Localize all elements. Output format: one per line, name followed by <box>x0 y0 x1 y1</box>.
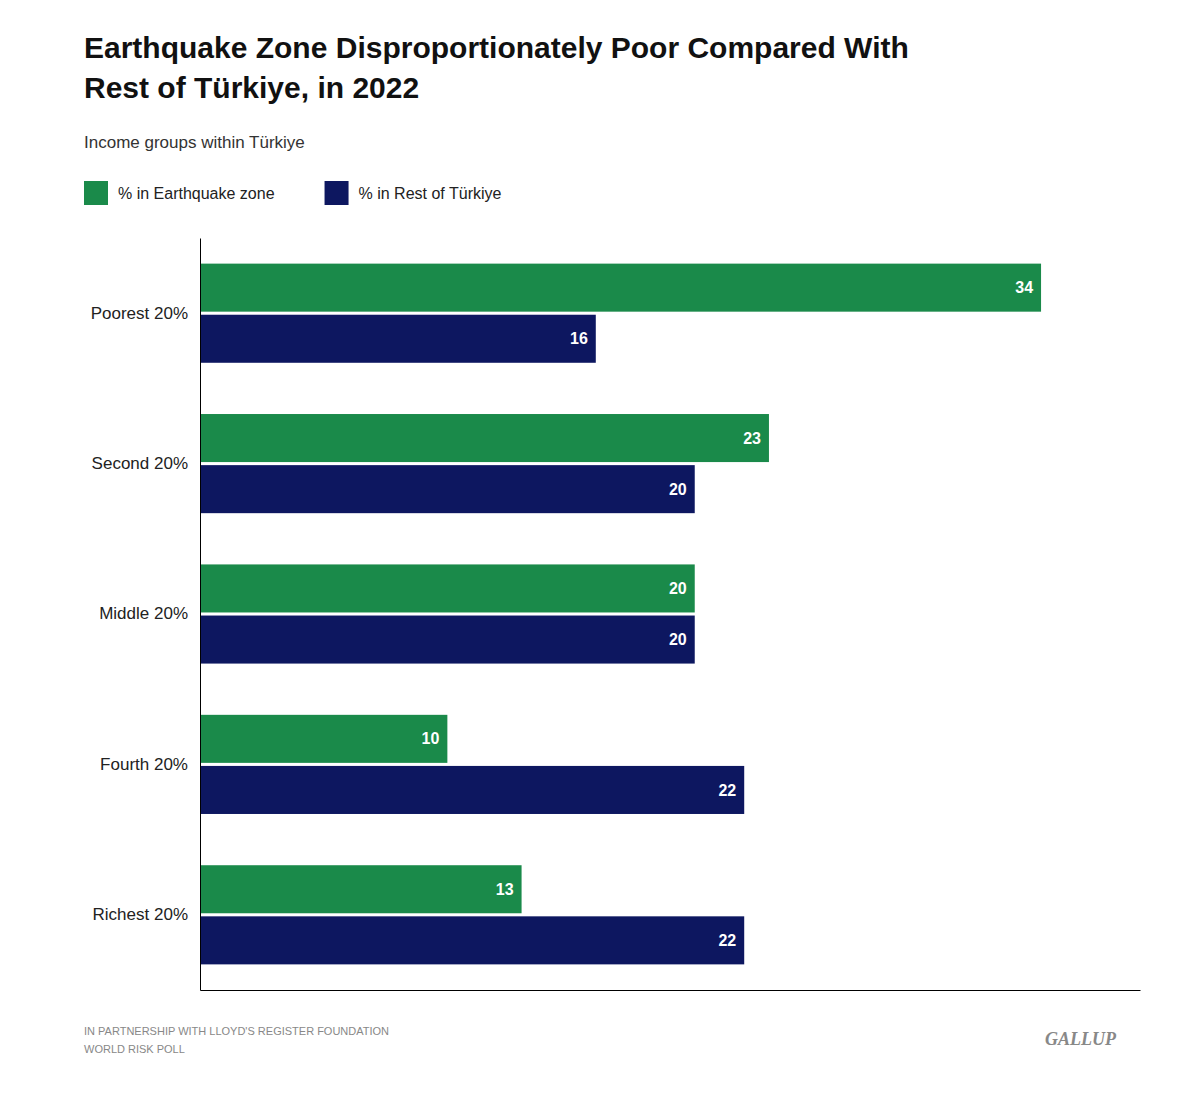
bar <box>200 916 744 964</box>
data-label: 22 <box>718 932 736 949</box>
bar <box>200 766 744 814</box>
legend-item: % in Earthquake zone <box>84 181 275 205</box>
legend-swatch <box>84 181 108 205</box>
data-label: 20 <box>669 481 687 498</box>
data-label: 20 <box>669 580 687 597</box>
y-tick: Richest 20% <box>93 905 188 924</box>
data-label: 23 <box>743 430 761 447</box>
y-tick: Poorest 20% <box>91 304 188 323</box>
bar <box>200 465 695 513</box>
data-label: 13 <box>496 881 514 898</box>
data-label: 16 <box>570 330 588 347</box>
y-axis: Poorest 20% Second 20% Middle 20% Fourth 20… <box>91 239 201 991</box>
y-tick: Fourth 20% <box>100 755 188 774</box>
bar <box>200 616 695 664</box>
data-labels: 34 23 20 10 13 16 20 20 22 22 <box>422 279 1034 949</box>
x-axis-line <box>201 990 1141 991</box>
plot: 34 23 20 10 13 16 20 20 22 22 Poorest 20% Second 20… <box>91 239 1141 991</box>
footer-left: IN PARTNERSHIP WITH LLOYD'S REGISTER FOU… <box>84 1025 389 1055</box>
bar <box>200 564 695 612</box>
bar <box>200 414 769 462</box>
x-axis <box>201 990 1141 991</box>
footer-right: GALLUP <box>1045 1029 1117 1049</box>
data-label: 34 <box>1015 279 1033 296</box>
y-tick-label: Poorest 20% <box>91 304 188 323</box>
legend-label: % in Earthquake zone <box>118 185 275 202</box>
bar <box>200 865 522 913</box>
title: Earthquake Zone Disproportionately Poor … <box>84 31 909 104</box>
legend-item: % in Rest of Türkiye <box>325 181 502 205</box>
y-tick-label: Second 20% <box>92 454 188 473</box>
y-tick: Second 20% <box>92 454 188 473</box>
data-label: 10 <box>422 730 440 747</box>
footer-line: WORLD RISK POLL <box>84 1043 185 1055</box>
data-label: 22 <box>718 782 736 799</box>
bar <box>200 264 1041 312</box>
footer-line: IN PARTNERSHIP WITH LLOYD'S REGISTER FOU… <box>84 1025 389 1037</box>
y-tick-label: Richest 20% <box>93 905 188 924</box>
y-tick: Middle 20% <box>99 604 188 623</box>
bar <box>200 315 596 363</box>
legend-label: % in Rest of Türkiye <box>359 185 502 202</box>
y-axis-line <box>200 239 201 991</box>
y-tick-label: Middle 20% <box>99 604 188 623</box>
subtitle: Income groups within Türkiye <box>84 133 305 152</box>
title-line: Rest of Türkiye, in 2022 <box>84 71 419 104</box>
title-line: Earthquake Zone Disproportionately Poor … <box>84 31 909 64</box>
legend-swatch <box>325 181 349 205</box>
y-tick-label: Fourth 20% <box>100 755 188 774</box>
data-label: 20 <box>669 631 687 648</box>
bars <box>200 264 1041 965</box>
legend: % in Earthquake zone % in Rest of Türkiye <box>84 181 502 205</box>
chart: Earthquake Zone Disproportionately Poor … <box>0 0 1200 1100</box>
bar <box>200 715 447 763</box>
